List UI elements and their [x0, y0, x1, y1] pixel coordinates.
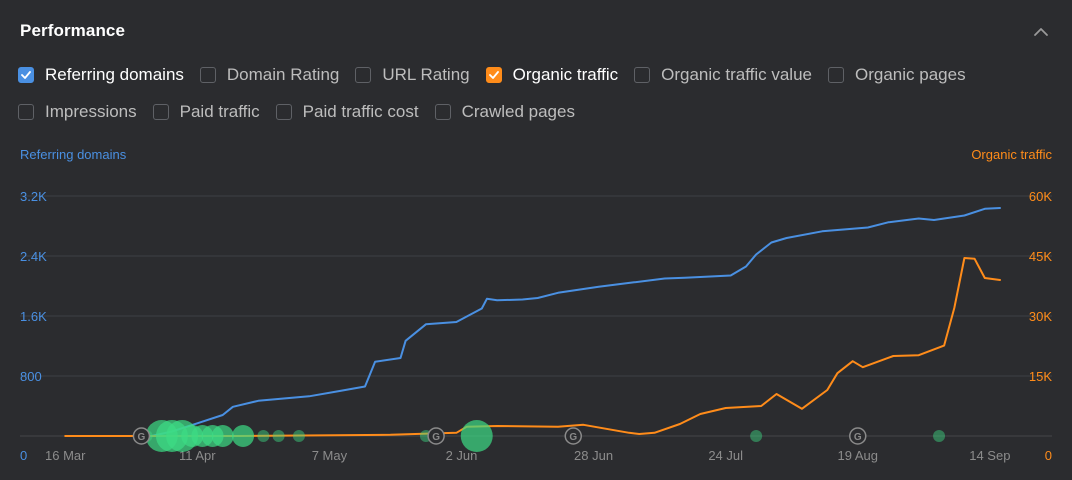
option-url-rating[interactable]: URL Rating	[355, 65, 470, 85]
left-tick-label: 2.4K	[20, 249, 47, 264]
left-tick-label: 800	[20, 369, 42, 384]
google-icon: G	[854, 432, 862, 443]
x-tick-label: 7 May	[312, 448, 348, 463]
x-tick-label: 24 Jul	[708, 448, 743, 463]
collapse-button[interactable]	[1028, 20, 1054, 44]
checkbox[interactable]	[434, 104, 451, 120]
option-impressions[interactable]: Impressions	[18, 102, 137, 122]
right-tick-label: 45K	[1029, 249, 1052, 264]
option-paid-traffic[interactable]: Paid traffic	[152, 102, 260, 122]
x-tick-label: 2 Jun	[446, 448, 478, 463]
checkbox[interactable]	[18, 104, 34, 120]
left-tick-label: 1.6K	[20, 309, 47, 324]
right-tick-label: 0	[1045, 448, 1052, 463]
option-domain-rating[interactable]: Domain Rating	[199, 65, 340, 85]
option-label: Organic traffic value	[661, 65, 812, 84]
activity-bubble	[460, 420, 493, 452]
option-crawled-pages[interactable]: Crawled pages	[434, 102, 575, 122]
right-tick-label: 15K	[1029, 369, 1052, 384]
option-label: Domain Rating	[226, 65, 340, 84]
option-referring-domains[interactable]: Referring domains	[18, 65, 184, 85]
checkbox-checked[interactable]	[485, 67, 502, 83]
x-tick-label: 16 Mar	[45, 448, 86, 463]
option-label: Paid traffic cost	[302, 102, 419, 121]
checkbox[interactable]	[355, 67, 372, 83]
checkbox[interactable]	[828, 67, 844, 83]
metric-options: Referring domains Domain Rating URL Rating…	[18, 62, 1058, 136]
activity-bubble	[750, 430, 763, 442]
left-axis-title: Referring domains	[20, 147, 127, 162]
activity-bubble	[232, 425, 255, 447]
x-tick-label: 11 Apr	[179, 448, 216, 463]
google-update-marker	[132, 427, 151, 445]
activity-bubble	[211, 425, 234, 447]
google-update-marker	[427, 427, 445, 445]
options-row: Impressions Paid traffic Paid traffic cost…	[18, 99, 1058, 125]
chevron-up-icon	[1034, 28, 1048, 36]
options-row: Referring domains Domain Rating URL Rating…	[18, 62, 1058, 88]
option-label: Impressions	[45, 102, 137, 121]
google-icon: G	[569, 432, 577, 443]
checkbox[interactable]	[634, 67, 651, 83]
option-paid-traffic-cost[interactable]: Paid traffic cost	[275, 102, 419, 122]
checkbox-checked[interactable]	[18, 67, 34, 83]
left-tick-label: 0	[20, 448, 27, 463]
x-tick-label: 14 Sep	[969, 448, 1010, 463]
google-update-marker	[849, 427, 867, 445]
activity-bubble	[272, 430, 285, 442]
option-label: Organic traffic	[512, 65, 619, 84]
referring-domains-line	[150, 207, 1001, 437]
option-label: Referring domains	[45, 65, 184, 84]
activity-bubble	[257, 430, 270, 442]
option-label: Crawled pages	[461, 102, 575, 121]
option-label: Paid traffic	[179, 102, 260, 121]
x-tick-label: 28 Jun	[574, 448, 613, 463]
activity-bubble	[292, 430, 305, 442]
google-icon: G	[138, 432, 146, 443]
option-label: URL Rating	[382, 65, 470, 84]
right-tick-label: 30K	[1029, 309, 1052, 324]
google-icon: G	[432, 432, 440, 443]
organic-traffic-line	[64, 257, 1001, 437]
google-update-marker	[564, 427, 583, 445]
option-label: Organic pages	[855, 65, 966, 84]
right-tick-label: 60K	[1029, 189, 1052, 204]
right-axis-title: Organic traffic	[971, 147, 1052, 162]
checkbox[interactable]	[152, 104, 169, 120]
checkbox[interactable]	[199, 67, 216, 83]
option-organic-traffic-value[interactable]: Organic traffic value	[634, 65, 812, 85]
option-organic-traffic[interactable]: Organic traffic	[485, 65, 619, 85]
panel-title: Performance	[20, 21, 126, 40]
checkbox[interactable]	[275, 104, 292, 120]
left-tick-label: 3.2K	[20, 189, 47, 204]
activity-bubble	[933, 430, 946, 442]
option-organic-pages[interactable]: Organic pages	[828, 65, 966, 85]
x-tick-label: 19 Aug	[838, 448, 879, 463]
